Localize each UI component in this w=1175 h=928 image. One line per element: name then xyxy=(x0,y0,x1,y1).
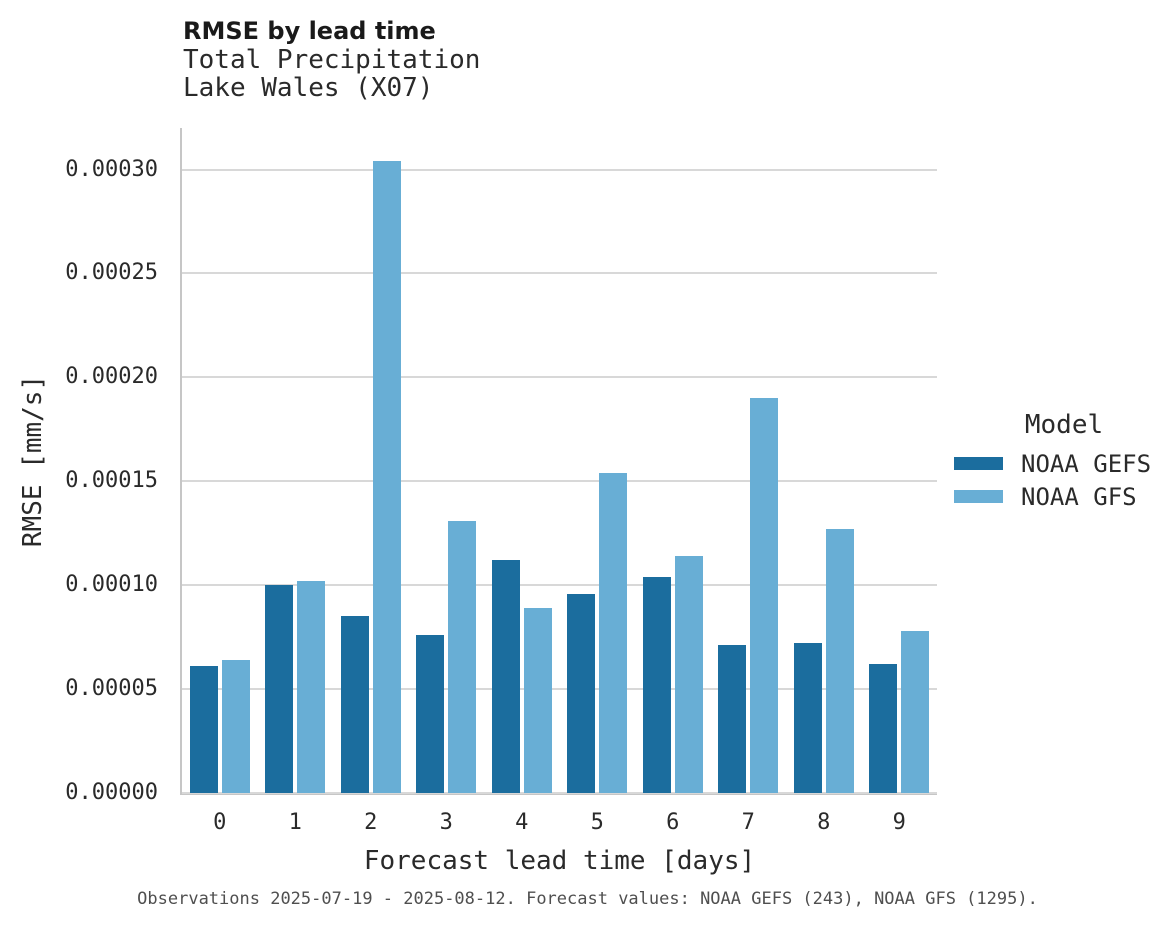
bar-group-lead-4 xyxy=(491,128,552,793)
bar-group-lead-2 xyxy=(340,128,401,793)
gridline-y-0.00015 xyxy=(182,480,937,483)
y-axis-title: RMSE [mm/s] xyxy=(18,374,48,548)
chart-header: RMSE by lead time Total Precipitation La… xyxy=(183,16,480,102)
gridline-y-0.00030 xyxy=(182,168,937,171)
x-tick-label-8: 8 xyxy=(817,810,831,835)
y-tick-label-0.00010: 0.00010 xyxy=(65,572,158,598)
gridline-y-0.00000 xyxy=(182,792,937,794)
y-tick-label-0.00025: 0.00025 xyxy=(65,260,158,286)
bar-noaa-gefs-lead-4 xyxy=(491,560,520,793)
bar-noaa-gfs-lead-6 xyxy=(674,556,703,793)
bar-group-lead-8 xyxy=(793,128,854,793)
bar-noaa-gefs-lead-1 xyxy=(265,585,294,793)
y-tick-label-0.00000: 0.00000 xyxy=(65,780,158,805)
bar-noaa-gfs-lead-8 xyxy=(825,529,854,793)
bar-noaa-gefs-lead-0 xyxy=(189,666,218,793)
x-tick-label-6: 6 xyxy=(666,810,680,835)
legend: Model NOAA GEFS NOAA GFS xyxy=(954,410,1174,513)
bar-group-lead-5 xyxy=(567,128,628,793)
bar-noaa-gefs-lead-6 xyxy=(642,576,671,793)
bar-noaa-gefs-lead-2 xyxy=(340,616,369,793)
bar-noaa-gfs-lead-0 xyxy=(221,660,250,793)
x-tick-label-3: 3 xyxy=(439,810,453,835)
bar-noaa-gfs-lead-5 xyxy=(599,472,628,793)
chart-title: RMSE by lead time xyxy=(183,17,436,45)
gridline-y-0.00010 xyxy=(182,584,937,587)
bar-noaa-gefs-lead-7 xyxy=(718,645,747,793)
x-tick-label-7: 7 xyxy=(741,810,755,835)
x-tick-label-5: 5 xyxy=(590,810,604,835)
bar-noaa-gefs-lead-5 xyxy=(567,593,596,793)
bar-noaa-gfs-lead-3 xyxy=(448,520,477,793)
bar-noaa-gfs-lead-2 xyxy=(372,161,401,793)
bar-group-lead-6 xyxy=(642,128,703,793)
legend-title: Model xyxy=(1024,410,1104,440)
chart-caption: Observations 2025-07-19 - 2025-08-12. Fo… xyxy=(137,889,1038,909)
bar-noaa-gfs-lead-7 xyxy=(750,398,779,793)
bar-noaa-gefs-lead-9 xyxy=(869,664,898,793)
x-tick-label-0: 0 xyxy=(213,810,227,835)
bar-group-lead-1 xyxy=(265,128,326,793)
x-tick-label-1: 1 xyxy=(288,810,302,835)
legend-label: NOAA GEFS xyxy=(1021,449,1152,478)
bar-noaa-gfs-lead-9 xyxy=(901,630,930,793)
x-axis-spine xyxy=(180,793,937,795)
chart-subtitle-location: Lake Wales (X07) xyxy=(183,73,434,103)
bar-group-lead-3 xyxy=(416,128,477,793)
bar-group-lead-0 xyxy=(189,128,250,793)
y-tick-label-0.00005: 0.00005 xyxy=(65,676,158,702)
x-tick-label-2: 2 xyxy=(364,810,378,835)
y-tick-label-0.00020: 0.00020 xyxy=(65,364,158,390)
y-tick-label-0.00030: 0.00030 xyxy=(65,156,158,182)
plot-area: 0.00000 0.00005 0.00010 0.00015 0.00020 0.000… xyxy=(65,128,937,835)
y-tick-label-0.00015: 0.00015 xyxy=(65,468,158,494)
legend-item-noaa-gefs: NOAA GEFS xyxy=(954,447,1174,480)
chart-subtitle-variable: Total Precipitation xyxy=(183,45,481,75)
x-axis-title: Forecast lead time [days] xyxy=(363,846,756,876)
y-axis-spine xyxy=(180,128,182,793)
gridline-y-0.00005 xyxy=(182,688,937,691)
bar-noaa-gfs-lead-4 xyxy=(523,608,552,793)
gridline-y-0.00025 xyxy=(182,272,937,275)
x-tick-label-4: 4 xyxy=(515,810,529,835)
legend-swatch-noaa-gefs xyxy=(954,457,1003,470)
bar-noaa-gfs-lead-1 xyxy=(297,581,326,793)
bar-noaa-gefs-lead-3 xyxy=(416,635,445,793)
x-tick-label-9: 9 xyxy=(892,810,906,835)
bar-group-lead-7 xyxy=(718,128,779,793)
legend-label: NOAA GFS xyxy=(1021,482,1137,511)
bar-noaa-gefs-lead-8 xyxy=(793,643,822,793)
gridline-y-0.00020 xyxy=(182,376,937,379)
legend-item-noaa-gfs: NOAA GFS xyxy=(954,480,1174,513)
bar-group-lead-9 xyxy=(869,128,930,793)
legend-swatch-noaa-gfs xyxy=(954,490,1003,503)
